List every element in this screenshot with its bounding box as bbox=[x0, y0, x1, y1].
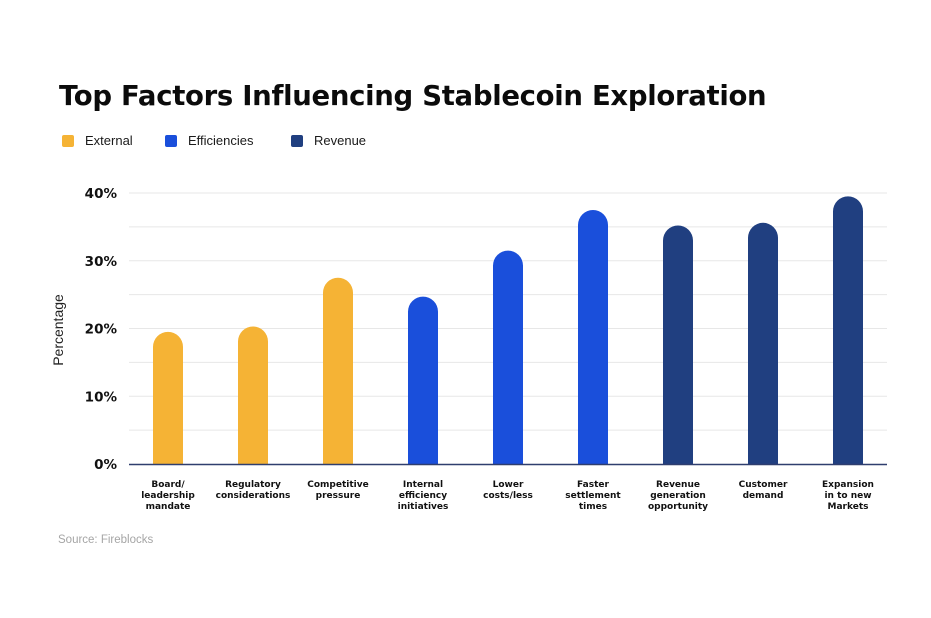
bar bbox=[748, 222, 778, 464]
legend-swatch-revenue bbox=[291, 134, 303, 147]
y-axis-ticks: 0% 10% 20% 30% 40% bbox=[85, 186, 118, 473]
legend-label-efficiencies: Efficiencies bbox=[188, 133, 254, 148]
chart-title: Top Factors Influencing Stablecoin Explo… bbox=[59, 80, 767, 112]
bar bbox=[238, 326, 268, 464]
x-axis-labels: Board/leadership mandate Regulatory conside… bbox=[141, 480, 874, 512]
bar bbox=[663, 225, 693, 464]
bar bbox=[408, 296, 438, 464]
x-tick-label: Internal efficiency initiatives bbox=[398, 480, 449, 512]
y-tick-label: 20% bbox=[85, 322, 118, 338]
x-tick-label: Regulatory considerations bbox=[216, 480, 291, 501]
source-note: Source: Fireblocks bbox=[58, 534, 154, 546]
y-tick-label: 40% bbox=[85, 186, 118, 202]
x-tick-label: Customer demand bbox=[739, 480, 788, 501]
bar bbox=[833, 196, 863, 464]
y-axis-label: Percentage bbox=[50, 294, 66, 366]
legend-item-external: External bbox=[62, 133, 133, 148]
bars bbox=[153, 196, 863, 464]
bar bbox=[578, 209, 608, 464]
bar bbox=[153, 331, 183, 464]
y-tick-label: 30% bbox=[85, 254, 118, 270]
x-tick-label: Faster settlement times bbox=[565, 480, 621, 512]
legend-swatch-efficiencies bbox=[165, 134, 177, 147]
legend-label-external: External bbox=[85, 133, 133, 148]
legend-label-revenue: Revenue bbox=[314, 133, 367, 148]
x-tick-label: Board/leadership mandate bbox=[141, 480, 195, 512]
bar bbox=[493, 250, 523, 464]
x-tick-label: Revenue generation opportunity bbox=[648, 480, 708, 512]
x-tick-label: Expansion in to new Markets bbox=[822, 480, 874, 512]
y-tick-label: 0% bbox=[94, 457, 117, 473]
x-tick-label: Lower costs/less bbox=[483, 480, 533, 501]
x-tick-label: Competitive pressure bbox=[307, 480, 368, 501]
y-tick-label: 10% bbox=[85, 389, 118, 405]
legend-item-efficiencies: Efficiencies bbox=[165, 133, 254, 148]
legend-item-revenue: Revenue bbox=[291, 133, 366, 148]
bar bbox=[323, 277, 353, 464]
legend-swatch-external bbox=[62, 134, 74, 147]
